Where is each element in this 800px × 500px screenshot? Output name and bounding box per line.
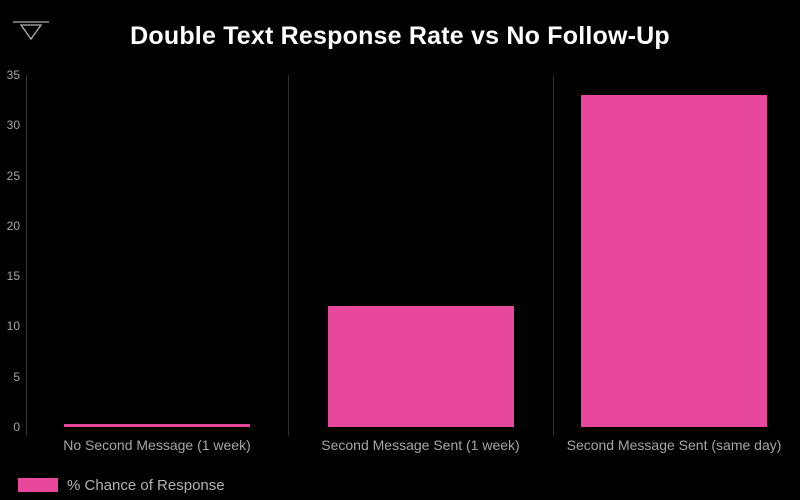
chart-title: Double Text Response Rate vs No Follow-U… bbox=[130, 22, 670, 50]
y-tick-label: 0 bbox=[13, 420, 20, 434]
y-tick-label: 5 bbox=[13, 369, 20, 384]
legend-label: % Chance of Response bbox=[67, 476, 225, 494]
category-gridline bbox=[553, 75, 554, 436]
x-axis-label: Second Message Sent (1 week) bbox=[321, 437, 520, 453]
y-tick-label: 25 bbox=[6, 168, 20, 183]
y-axis-line bbox=[26, 75, 27, 436]
bar bbox=[327, 306, 514, 427]
bar bbox=[581, 95, 767, 427]
x-axis-label: No Second Message (1 week) bbox=[63, 437, 251, 453]
triangle-with-line-icon bbox=[13, 21, 49, 40]
bar bbox=[64, 423, 250, 427]
y-tick-label: 35 bbox=[6, 68, 20, 82]
x-axis-label: Second Message Sent (same day) bbox=[566, 437, 782, 453]
y-tick-label: 30 bbox=[6, 118, 20, 133]
y-tick-label: 10 bbox=[6, 319, 20, 334]
legend: % Chance of Response bbox=[18, 476, 225, 494]
category-gridline bbox=[288, 75, 289, 436]
y-tick-label: 15 bbox=[6, 269, 20, 284]
legend-swatch bbox=[18, 478, 58, 492]
y-tick-label: 20 bbox=[6, 218, 20, 233]
